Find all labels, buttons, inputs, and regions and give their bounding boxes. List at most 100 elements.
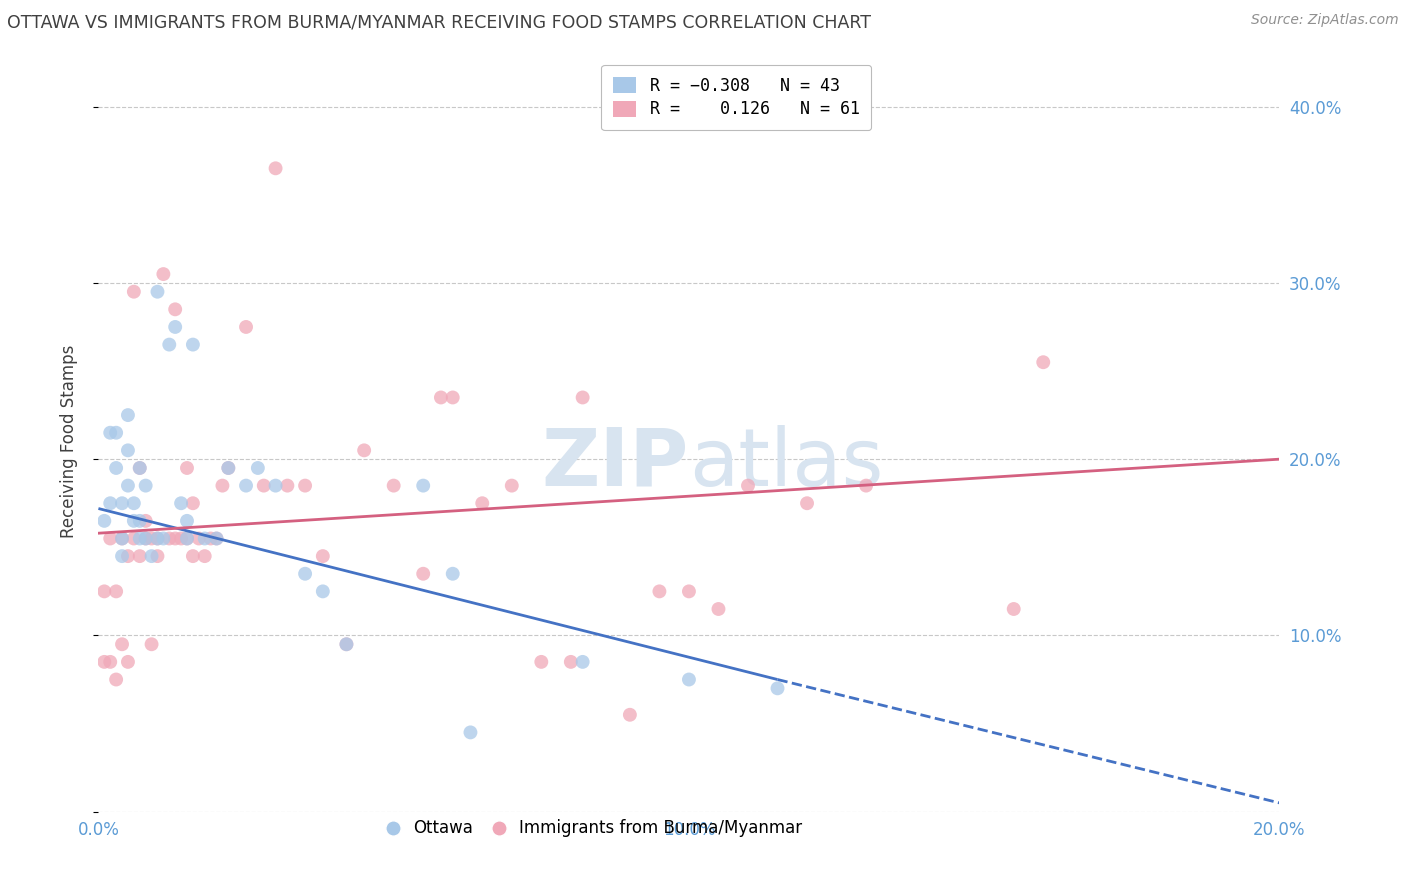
Point <box>211 478 233 492</box>
Point <box>141 532 163 546</box>
Point <box>501 478 523 492</box>
Point <box>253 478 276 492</box>
Point <box>122 514 145 528</box>
Point <box>105 673 128 687</box>
Point <box>441 391 464 405</box>
Point <box>530 655 553 669</box>
Point <box>128 461 150 475</box>
Point <box>122 496 145 510</box>
Point <box>128 461 150 475</box>
Point <box>98 532 121 546</box>
Point <box>648 584 671 599</box>
Point <box>128 532 150 546</box>
Text: atlas: atlas <box>689 425 883 503</box>
Point <box>105 425 128 440</box>
Point <box>194 532 217 546</box>
Point <box>200 532 222 546</box>
Point <box>181 337 204 351</box>
Point <box>165 302 187 317</box>
Point <box>1002 602 1025 616</box>
Point <box>111 532 134 546</box>
Point <box>205 532 228 546</box>
Point <box>146 549 169 563</box>
Point <box>170 496 193 510</box>
Point <box>122 532 145 546</box>
Point <box>678 584 700 599</box>
Point <box>187 532 209 546</box>
Point <box>382 478 405 492</box>
Point <box>460 725 482 739</box>
Point <box>246 461 269 475</box>
Point <box>93 514 115 528</box>
Point <box>117 408 139 422</box>
Point <box>264 161 287 176</box>
Point <box>264 478 287 492</box>
Point <box>152 267 174 281</box>
Point <box>146 532 169 546</box>
Point <box>181 549 204 563</box>
Point <box>141 637 163 651</box>
Point <box>571 391 593 405</box>
Point <box>353 443 375 458</box>
Point <box>176 461 198 475</box>
Point <box>176 532 198 546</box>
Point <box>571 655 593 669</box>
Point <box>117 655 139 669</box>
Point <box>117 443 139 458</box>
Point <box>135 478 157 492</box>
Point <box>678 673 700 687</box>
Point <box>707 602 730 616</box>
Point <box>294 566 316 581</box>
Point <box>412 478 434 492</box>
Point <box>737 478 759 492</box>
Point <box>217 461 239 475</box>
Point <box>176 532 198 546</box>
Point <box>93 584 115 599</box>
Point <box>98 496 121 510</box>
Point <box>766 681 789 696</box>
Point <box>176 514 198 528</box>
Point <box>471 496 494 510</box>
Point <box>141 549 163 563</box>
Point <box>98 425 121 440</box>
Point <box>855 478 877 492</box>
Point <box>157 337 180 351</box>
Point <box>235 320 257 334</box>
Text: OTTAWA VS IMMIGRANTS FROM BURMA/MYANMAR RECEIVING FOOD STAMPS CORRELATION CHART: OTTAWA VS IMMIGRANTS FROM BURMA/MYANMAR … <box>7 13 872 31</box>
Point <box>276 478 298 492</box>
Text: ZIP: ZIP <box>541 425 689 503</box>
Point <box>157 532 180 546</box>
Y-axis label: Receiving Food Stamps: Receiving Food Stamps <box>59 345 77 538</box>
Point <box>312 549 335 563</box>
Point <box>117 478 139 492</box>
Point <box>105 461 128 475</box>
Point <box>312 584 335 599</box>
Point <box>146 285 169 299</box>
Point <box>152 532 174 546</box>
Point <box>194 549 217 563</box>
Point <box>235 478 257 492</box>
Point <box>217 461 239 475</box>
Point <box>796 496 818 510</box>
Point <box>135 514 157 528</box>
Point <box>1032 355 1054 369</box>
Point <box>135 532 157 546</box>
Point <box>117 549 139 563</box>
Point <box>105 584 128 599</box>
Point <box>111 549 134 563</box>
Point <box>335 637 357 651</box>
Point <box>111 496 134 510</box>
Legend: Ottawa, Immigrants from Burma/Myanmar: Ottawa, Immigrants from Burma/Myanmar <box>380 813 810 844</box>
Point <box>146 532 169 546</box>
Point <box>135 532 157 546</box>
Point <box>128 514 150 528</box>
Point <box>165 532 187 546</box>
Point <box>93 655 115 669</box>
Point <box>560 655 582 669</box>
Point <box>430 391 453 405</box>
Point <box>294 478 316 492</box>
Point <box>98 655 121 669</box>
Point <box>111 532 134 546</box>
Point <box>122 285 145 299</box>
Point <box>205 532 228 546</box>
